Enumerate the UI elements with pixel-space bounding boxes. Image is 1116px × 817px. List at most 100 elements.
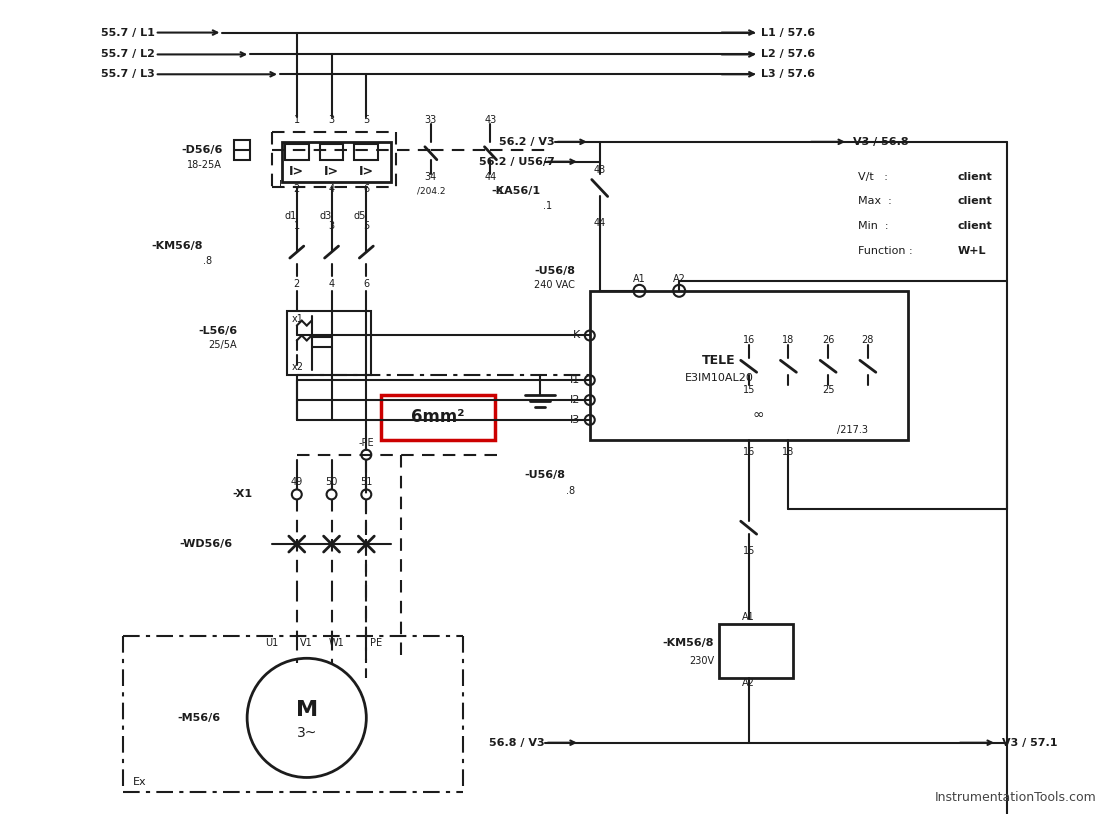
Text: V/t   :: V/t : [858,172,888,181]
Text: 16: 16 [742,447,754,457]
Text: 1: 1 [294,115,300,125]
Text: A2: A2 [742,678,756,688]
Text: L3 / 57.6: L3 / 57.6 [761,69,815,79]
Text: L: L [279,180,285,190]
Text: 44: 44 [484,172,497,181]
Text: client: client [958,172,992,181]
Bar [234,140,250,159]
Text: 6: 6 [363,185,369,194]
Text: M: M [296,700,318,720]
Text: 34: 34 [425,172,437,181]
Text: 15: 15 [742,546,754,556]
Text: I1: I1 [569,375,580,385]
Text: 25/5A: 25/5A [209,341,238,350]
Text: 56.2 / V3: 56.2 / V3 [499,136,555,147]
Bar [282,142,391,181]
Bar [285,144,309,159]
Text: 28: 28 [862,336,874,346]
Text: -M56/6: -M56/6 [177,713,221,723]
Text: 55.7 / L1: 55.7 / L1 [100,28,155,38]
Text: 3: 3 [328,221,335,231]
Text: 3~: 3~ [297,725,317,739]
Text: -PE: -PE [358,438,374,448]
Text: 240 VAC: 240 VAC [535,280,575,290]
Text: I2: I2 [569,395,580,405]
Text: E3IM10AL20: E3IM10AL20 [684,373,753,383]
Text: 18: 18 [782,336,795,346]
Text: 51: 51 [360,477,373,488]
Text: .8: .8 [203,256,212,266]
Text: 16: 16 [742,336,754,346]
Text: 43: 43 [594,165,606,175]
Bar [589,291,907,440]
Text: K: K [573,331,580,341]
Text: 44: 44 [594,218,606,228]
Text: I>: I> [289,165,305,178]
Text: d3: d3 [319,212,331,221]
Text: 230V: 230V [689,656,714,667]
Text: Function :: Function : [858,246,913,256]
Text: L2 / 57.6: L2 / 57.6 [761,49,815,60]
Text: client: client [958,196,992,207]
Text: .8: .8 [566,486,575,497]
Bar [287,310,372,375]
Text: 25: 25 [821,385,835,395]
Text: 18-25A: 18-25A [187,159,222,170]
Text: 15: 15 [742,385,754,395]
Text: Max  :: Max : [858,196,892,207]
Text: TELE: TELE [702,354,735,367]
Bar [319,144,344,159]
Text: 56.2 / U56/7: 56.2 / U56/7 [479,157,555,167]
Circle shape [247,659,366,778]
Text: L1 / 57.6: L1 / 57.6 [761,28,815,38]
Text: 18: 18 [782,447,795,457]
Bar [382,395,496,440]
Text: 26: 26 [822,336,835,346]
Text: 49: 49 [290,477,302,488]
Text: -KM56/8: -KM56/8 [151,241,202,251]
Text: Ex: Ex [133,778,146,788]
Text: -KA56/1: -KA56/1 [491,186,540,196]
Text: InstrumentationTools.com: InstrumentationTools.com [934,791,1096,804]
Text: Min  :: Min : [858,221,888,231]
Text: -U56/8: -U56/8 [533,266,575,276]
Text: 56.8 / V3: 56.8 / V3 [490,738,545,748]
Text: A1: A1 [633,274,646,283]
Text: 55.7 / L3: 55.7 / L3 [102,69,155,79]
Text: W+L: W+L [958,246,985,256]
Text: 55.7 / L2: 55.7 / L2 [100,49,155,60]
Text: A1: A1 [742,612,756,622]
Text: /217.3: /217.3 [837,425,868,435]
Text: V3 / 56.8: V3 / 56.8 [853,136,908,147]
Text: W1: W1 [328,638,345,649]
Text: -X1: -X1 [232,489,252,499]
Text: 43: 43 [484,115,497,125]
Text: 33: 33 [425,115,437,125]
Text: d1: d1 [285,212,297,221]
Text: ∞: ∞ [753,408,764,422]
Text: I>: I> [324,165,339,178]
Text: V1: V1 [300,638,314,649]
Text: -U56/8: -U56/8 [523,470,565,480]
Text: A2: A2 [673,274,685,283]
Text: PE: PE [371,638,383,649]
Text: 6: 6 [363,279,369,289]
Text: 4: 4 [328,185,335,194]
Text: I3: I3 [569,415,580,425]
Text: -D56/6: -D56/6 [181,145,222,154]
Text: /204.2: /204.2 [416,187,445,196]
Text: -L56/6: -L56/6 [198,325,238,336]
Bar [719,623,793,678]
Text: 3: 3 [328,115,335,125]
Text: 5: 5 [363,115,369,125]
Text: x2: x2 [291,362,304,373]
Text: .1: .1 [542,201,552,212]
Text: -1: -1 [496,187,504,196]
Text: 50: 50 [326,477,338,488]
Text: -WD56/6: -WD56/6 [179,539,232,549]
Text: d5: d5 [354,212,366,221]
Text: 4: 4 [328,279,335,289]
Text: client: client [958,221,992,231]
Text: 6mm²: 6mm² [411,408,464,426]
Text: x1: x1 [291,314,304,324]
